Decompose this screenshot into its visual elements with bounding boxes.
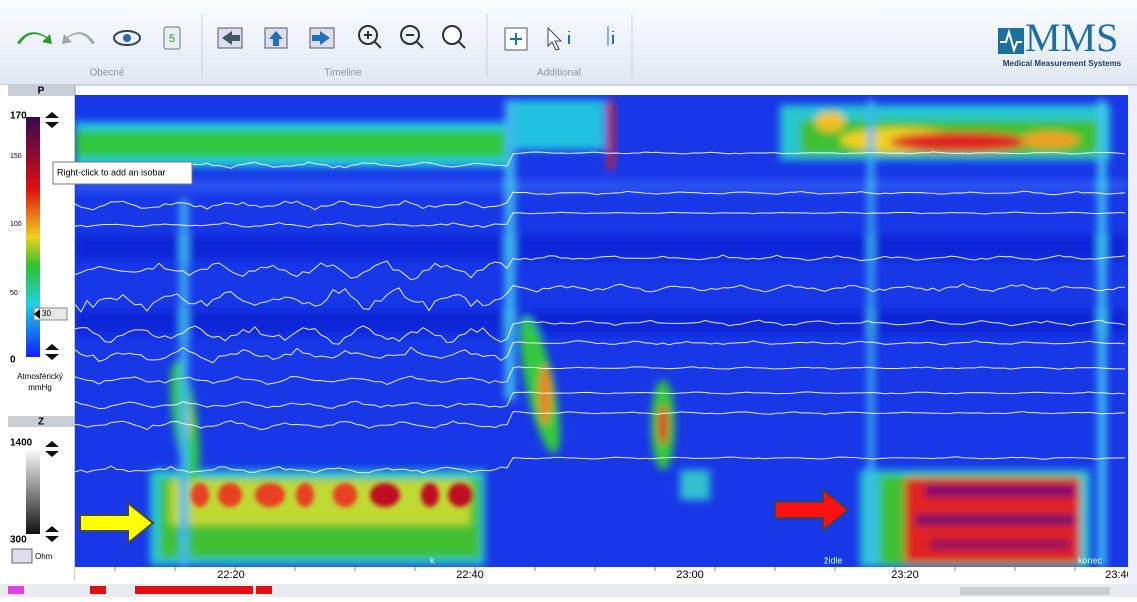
isobar-value: 30 [42,309,51,318]
scale-label: 300 [10,535,27,546]
scroll-thumb[interactable] [960,587,1110,595]
svg-text:5: 5 [169,33,175,45]
group-label: Additional [537,68,581,79]
delete-button[interactable]: 5 [164,27,180,49]
scale-label: 100 [10,221,22,228]
impedance-bar [26,448,40,534]
pressure-blob [218,483,242,507]
logo-subtitle: Medical Measurement Systems [1003,59,1122,68]
pressure-blob [296,483,314,507]
panel-header-text: P [38,86,45,97]
scale-label: 0 [10,355,16,366]
heatmap [75,95,1128,567]
end-button[interactable] [310,28,334,48]
pressure-blob [421,483,439,507]
time-label: 23:20 [891,569,919,581]
pressure-color-bar [26,117,40,357]
event-label: konec [1078,555,1103,565]
up-button[interactable] [265,28,287,48]
event-label: k [430,555,435,565]
start-button[interactable] [218,28,242,48]
scale-label: 150 [10,153,22,160]
unit-label: mmHg [28,383,52,392]
side-scroll[interactable] [1128,86,1137,584]
logo-name: MMS [1025,15,1118,60]
unit-label: Ohm [35,552,53,561]
event-label: židle [824,555,843,565]
unit-button[interactable] [12,549,32,563]
time-label: 22:40 [456,569,484,581]
tooltip-text: Right-click to add an isobar [57,167,166,177]
group-label: Timeline [324,68,362,79]
scale-label: 1400 [10,438,33,449]
panel-header-text: Z [38,417,44,428]
pressure-blob [370,483,400,507]
group-label: Obecné [89,68,124,79]
pressure-blob [333,483,357,507]
time-label: 22:20 [217,569,245,581]
scale-label: 50 [10,290,18,297]
unit-label: Atmosférický [17,372,63,381]
scale-label: 170 [10,111,27,122]
add-marker-button[interactable] [505,28,527,50]
time-label: 23:00 [676,569,704,581]
pressure-blob [191,483,209,507]
pressure-blob [448,483,472,507]
pressure-blob [255,483,285,507]
app-window: 5 Obecné Timeline Additional MMS Medical… [0,0,1137,597]
